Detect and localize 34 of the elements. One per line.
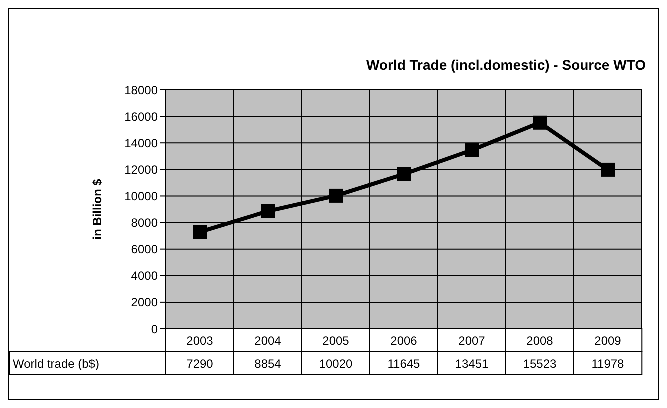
x-tick-label: 2004 [254, 334, 282, 348]
chart-title: World Trade (incl.domestic) - Source WTO [366, 57, 646, 73]
x-tick-label: 2006 [390, 334, 418, 348]
y-tick-label: 8000 [131, 216, 158, 230]
x-tick-label: 2005 [322, 334, 350, 348]
point [465, 143, 479, 158]
y-tick-label: 2000 [131, 296, 158, 310]
y-tick-label: 18000 [124, 83, 158, 98]
data-label: 11978 [592, 357, 625, 371]
x-tick-label: 2008 [526, 334, 554, 348]
y-tick-label: 12000 [124, 162, 158, 177]
point [397, 167, 411, 182]
point [193, 225, 207, 240]
y-axis-title: in Billion $ [90, 178, 104, 240]
point [533, 116, 547, 130]
data-label: 10020 [319, 357, 354, 371]
x-tick-label: 2007 [458, 334, 486, 348]
y-tick-label: 0 [151, 322, 158, 336]
data-label: 8854 [254, 357, 282, 371]
data-label: 13451 [455, 357, 490, 371]
data-label: 7290 [186, 357, 214, 371]
data-label: 15523 [523, 357, 558, 371]
y-tick-label: 4000 [131, 269, 158, 284]
y-tick-label: 10000 [124, 189, 158, 204]
y-tick-label: 6000 [131, 242, 158, 257]
y-tick-label: 14000 [124, 136, 158, 150]
point [261, 204, 275, 218]
x-tick-label: 2003 [186, 334, 214, 348]
data-label: 11645 [388, 357, 421, 371]
point [329, 188, 343, 203]
text: World trade (b$) [13, 357, 100, 371]
y-tick-label: 16000 [124, 110, 158, 124]
point [601, 162, 615, 177]
x-tick-label: 2009 [594, 334, 622, 348]
